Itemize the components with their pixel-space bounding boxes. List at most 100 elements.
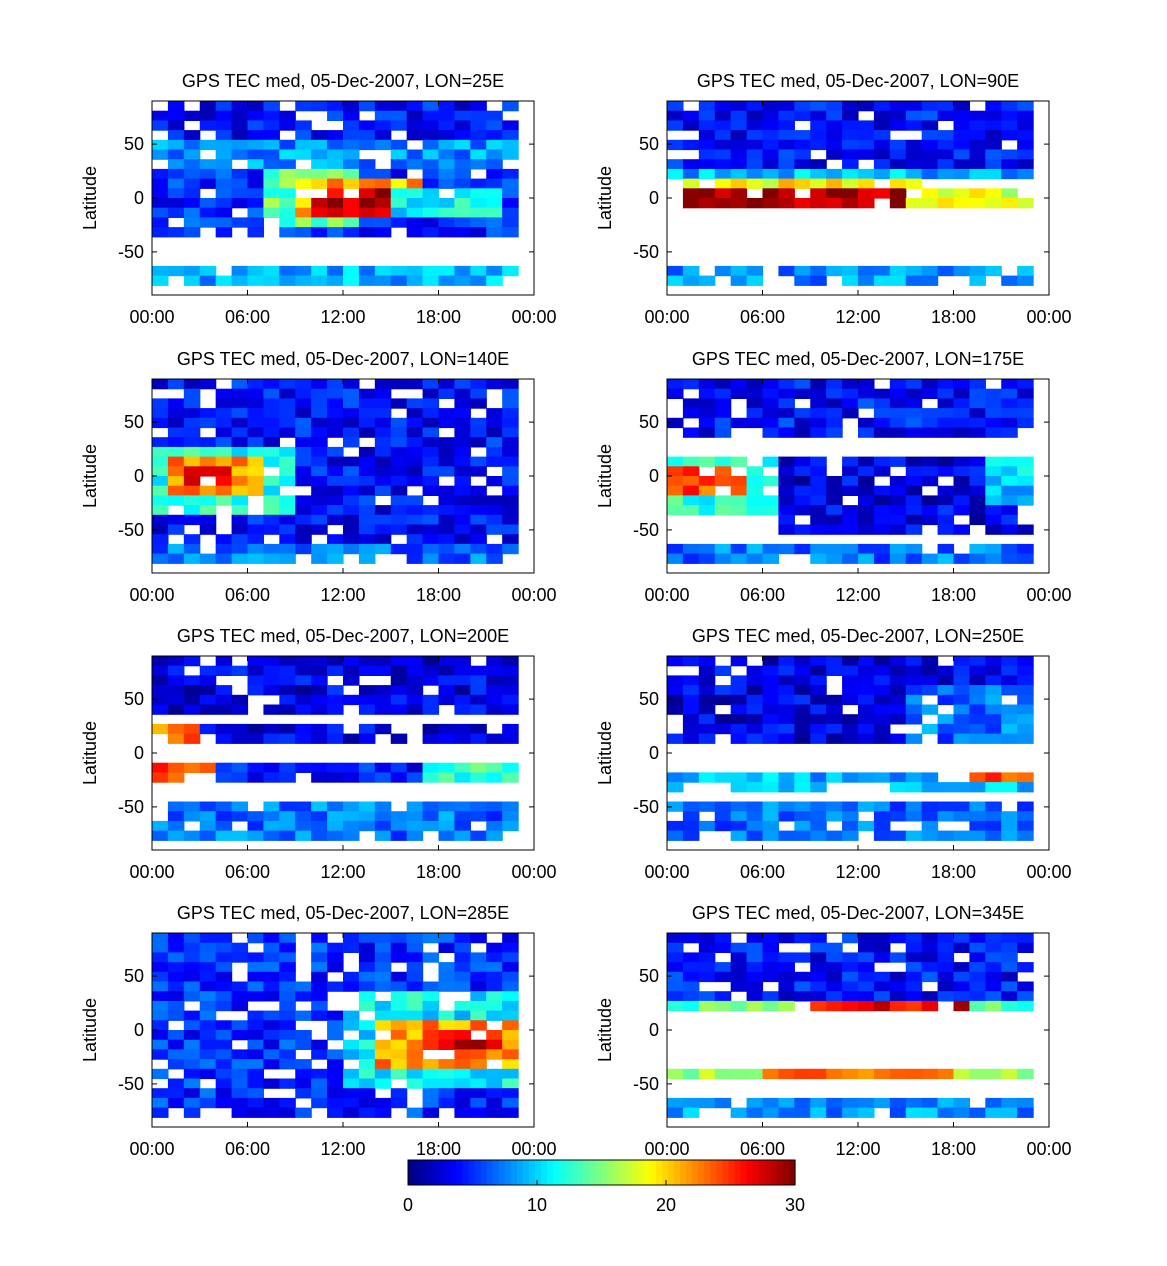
heatmap-cell (682, 427, 700, 438)
heatmap-cell (199, 217, 217, 228)
heatmap-cell (858, 495, 875, 506)
heatmap-cell (985, 524, 1002, 535)
heatmap-cell (390, 149, 408, 160)
heatmap-cell (826, 188, 843, 199)
heatmap-cell (810, 723, 827, 735)
heatmap-cell (1001, 159, 1018, 170)
heatmap-cell (921, 466, 939, 477)
heatmap-cell (921, 265, 939, 277)
y-tick-label: -50 (633, 242, 659, 262)
heatmap-cell (985, 149, 1002, 160)
heatmap-cell (873, 665, 891, 676)
heatmap-cell (1001, 524, 1018, 535)
heatmap-cell (454, 275, 471, 286)
heatmap-cell (1017, 456, 1034, 467)
heatmap-cell (358, 952, 376, 963)
heatmap-cell (422, 168, 440, 180)
y-axis-label: Latitude (80, 444, 100, 508)
heatmap-cell (438, 514, 456, 526)
heatmap-cell (343, 524, 360, 535)
heatmap-cell (810, 466, 827, 477)
colorbar-segment (704, 1160, 711, 1185)
heatmap-cell (374, 801, 392, 812)
panel-title: GPS TEC med, 05-Dec-2007, LON=90E (697, 71, 1019, 91)
heatmap-cell (247, 476, 265, 487)
colorbar-segment (595, 1160, 603, 1185)
heatmap-cell (985, 714, 1002, 725)
colorbar-segment (764, 1160, 772, 1185)
heatmap-cell (343, 1010, 360, 1021)
x-tick-label: 12:00 (320, 307, 365, 327)
heatmap-cell (311, 981, 328, 992)
heatmap-cell (921, 1107, 939, 1118)
heatmap-cell (390, 933, 408, 944)
heatmap-cell (985, 1107, 1002, 1118)
heatmap-cell (826, 952, 843, 963)
heatmap-cell (502, 120, 519, 131)
heatmap-cell (374, 514, 392, 526)
heatmap-cell (889, 952, 907, 963)
heatmap-cell (215, 1068, 233, 1080)
heatmap-cell (183, 1049, 201, 1060)
heatmap-cell (698, 820, 716, 832)
heatmap-cell (746, 398, 764, 409)
heatmap-cell (438, 120, 456, 131)
heatmap-cell (167, 1010, 185, 1021)
heatmap-cell (810, 198, 827, 209)
heatmap-cell (698, 505, 716, 516)
heatmap-cell (762, 101, 780, 112)
heatmap-cell (406, 178, 424, 189)
heatmap-cell (889, 801, 907, 812)
heatmap-cell (454, 524, 471, 535)
x-tick-label: 06:00 (740, 307, 785, 327)
heatmap-cell (826, 485, 843, 496)
heatmap-cell (486, 476, 503, 487)
colorbar-segment (692, 1160, 699, 1185)
panel-title: GPS TEC med, 05-Dec-2007, LON=250E (692, 626, 1024, 646)
x-tick-label: 12:00 (835, 307, 880, 327)
heatmap-cell (486, 188, 503, 199)
heatmap-cell (327, 446, 344, 458)
heatmap-cell (167, 110, 185, 121)
heatmap-cell (778, 801, 795, 812)
heatmap-cell (470, 227, 487, 238)
heatmap-cell (311, 1010, 328, 1021)
heatmap-cell (1017, 198, 1034, 209)
heatmap-cell (698, 485, 716, 496)
heatmap-cell (810, 685, 827, 696)
heatmap-cell (889, 101, 907, 112)
heatmap-cell (1001, 704, 1018, 715)
heatmap-cell (422, 991, 440, 1002)
heatmap-cell (1001, 685, 1018, 696)
heatmap-cell (231, 495, 249, 506)
heatmap-cell (263, 656, 280, 667)
heatmap-cell (762, 772, 780, 783)
heatmap-cell (199, 762, 217, 773)
heatmap-cell (762, 685, 780, 696)
heatmap-cell (422, 1107, 440, 1118)
heatmap-cell (343, 942, 360, 953)
heatmap-cell (327, 466, 344, 477)
heatmap-cell (858, 656, 875, 667)
heatmap-cell (422, 1068, 440, 1080)
heatmap-cell (406, 476, 424, 487)
heatmap-cell (327, 130, 344, 141)
heatmap-cell (953, 694, 971, 706)
heatmap-cell (263, 101, 280, 112)
heatmap-cell (358, 694, 376, 706)
heatmap-cell (730, 971, 748, 983)
heatmap-cell (438, 456, 456, 467)
heatmap-cell (889, 149, 907, 160)
heatmap-cell (889, 495, 907, 506)
heatmap-cell (682, 772, 700, 783)
heatmap-cell (858, 981, 875, 992)
heatmap-cell (810, 398, 827, 409)
heatmap-cell (263, 168, 280, 180)
heatmap-cell (279, 694, 296, 706)
heatmap-cell (762, 398, 780, 409)
heatmap-cell (889, 981, 907, 992)
heatmap-cell (152, 991, 169, 1002)
heatmap-cell (390, 1039, 408, 1050)
heatmap-cell (937, 427, 955, 438)
